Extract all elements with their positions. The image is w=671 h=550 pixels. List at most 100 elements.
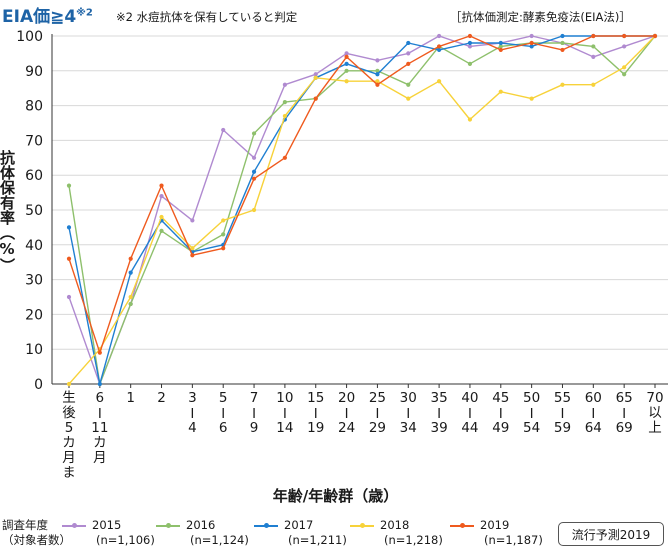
data-point-2015 — [221, 127, 226, 133]
data-point-2015 — [190, 218, 195, 223]
data-point-2018 — [560, 82, 565, 87]
x-tick-label: 生 — [62, 390, 76, 406]
legend-label: 2019 — [480, 518, 510, 532]
x-tick-label: 65 — [616, 390, 633, 406]
x-tick-label: 15 — [307, 390, 324, 406]
data-point-2019 — [221, 246, 226, 251]
x-tick-label: ま — [62, 465, 76, 480]
y-tick-label: 50 — [25, 203, 43, 219]
data-point-2015 — [344, 51, 349, 56]
data-point-2019 — [251, 176, 257, 181]
data-point-2018 — [498, 89, 503, 94]
legend-sample-size: (n=1,211) — [288, 533, 347, 547]
data-point-2016 — [282, 100, 287, 105]
data-point-2016 — [467, 61, 473, 66]
y-tick-label: 80 — [25, 99, 43, 115]
x-tick-label: 50 — [523, 390, 540, 406]
x-tick-label: 69 — [616, 420, 633, 436]
x-tick-label: 6 — [96, 390, 105, 406]
data-point-2018 — [159, 214, 164, 220]
x-tick-label: 45 — [492, 390, 509, 406]
data-point-2016 — [66, 183, 72, 188]
y-tick-label: 60 — [25, 168, 43, 184]
x-tick-label: 5 — [65, 420, 74, 436]
line-chart: 0102030405060708090100生後5カ月まで611カ月123456… — [16, 29, 668, 480]
legend-sample-size: (n=1,218) — [384, 533, 443, 547]
data-point-2018 — [406, 96, 411, 101]
x-tick-label: 9 — [250, 420, 259, 436]
data-point-2017 — [344, 61, 349, 66]
y-tick-label: 20 — [25, 307, 43, 323]
legend-marker — [360, 523, 365, 528]
x-tick-label: 6 — [219, 420, 228, 436]
data-point-2017 — [128, 270, 133, 275]
data-point-2016 — [560, 40, 565, 46]
data-point-2018 — [591, 82, 596, 87]
x-tick-label: 月 — [62, 450, 76, 466]
data-point-2018 — [344, 79, 349, 84]
data-point-2016 — [375, 68, 380, 73]
data-point-2015 — [406, 51, 411, 56]
x-tick-label: 30 — [400, 390, 417, 406]
x-tick-label: 54 — [523, 420, 540, 436]
data-point-2015 — [66, 294, 72, 300]
data-point-2018 — [66, 381, 72, 387]
legend-heading-line2: （対象者数） — [2, 533, 71, 547]
y-tick-label: 90 — [25, 64, 43, 80]
data-point-2019 — [313, 96, 318, 101]
x-tick-label: 20 — [338, 390, 355, 406]
x-tick-label: 55 — [554, 390, 571, 406]
data-point-2019 — [97, 350, 102, 355]
data-point-2019 — [190, 253, 195, 258]
x-tick-label: 70 — [646, 390, 663, 406]
data-point-2017 — [437, 47, 442, 53]
data-point-2019 — [128, 256, 133, 261]
y-tick-label: 0 — [34, 377, 43, 393]
y-tick-label: 70 — [25, 133, 43, 149]
x-tick-label: 後 — [62, 405, 76, 421]
data-point-2018 — [437, 79, 442, 84]
data-point-2017 — [97, 381, 102, 387]
x-tick-label: 49 — [492, 420, 509, 436]
x-tick-label: 29 — [369, 420, 386, 436]
data-point-2019 — [344, 54, 349, 59]
x-tick-label: 10 — [276, 390, 293, 406]
legend-heading-line1: 調査年度 — [2, 518, 48, 532]
data-point-2018 — [529, 96, 534, 101]
data-point-2019 — [560, 47, 565, 53]
data-point-2016 — [221, 232, 226, 237]
data-point-2017 — [375, 72, 380, 77]
x-tick-label: 2 — [157, 390, 166, 406]
x-tick-label: 上 — [648, 420, 662, 436]
legend-marker — [264, 523, 269, 528]
x-tick-label: 25 — [369, 390, 386, 406]
y-tick-label: 100 — [16, 29, 43, 45]
data-point-2017 — [467, 40, 473, 46]
data-point-2018 — [128, 294, 133, 300]
legend-label: 2016 — [186, 518, 216, 532]
data-point-2018 — [190, 246, 195, 251]
data-point-2019 — [406, 61, 411, 66]
x-tick-label: 44 — [461, 420, 478, 436]
data-point-2019 — [282, 155, 287, 160]
x-tick-label: 19 — [307, 420, 324, 436]
data-point-2016 — [498, 44, 503, 49]
data-point-2018 — [282, 113, 287, 119]
x-tick-label: 34 — [400, 420, 417, 436]
data-point-2019 — [375, 82, 380, 87]
data-point-2016 — [159, 228, 164, 233]
x-tick-label: 40 — [461, 390, 478, 406]
data-point-2016 — [406, 82, 411, 87]
data-point-2015 — [622, 44, 627, 49]
x-tick-label: 3 — [188, 390, 197, 406]
data-point-2018 — [622, 65, 627, 70]
x-tick-label: 35 — [431, 390, 448, 406]
x-tick-label: カ — [93, 435, 107, 451]
data-point-2015 — [313, 72, 318, 77]
series-line-2018 — [68, 35, 656, 385]
y-tick-label: 40 — [25, 238, 43, 254]
x-tick-label: 64 — [585, 420, 602, 436]
x-tick-label: 24 — [338, 420, 355, 436]
data-point-2019 — [159, 183, 164, 188]
data-point-2019 — [652, 33, 658, 39]
